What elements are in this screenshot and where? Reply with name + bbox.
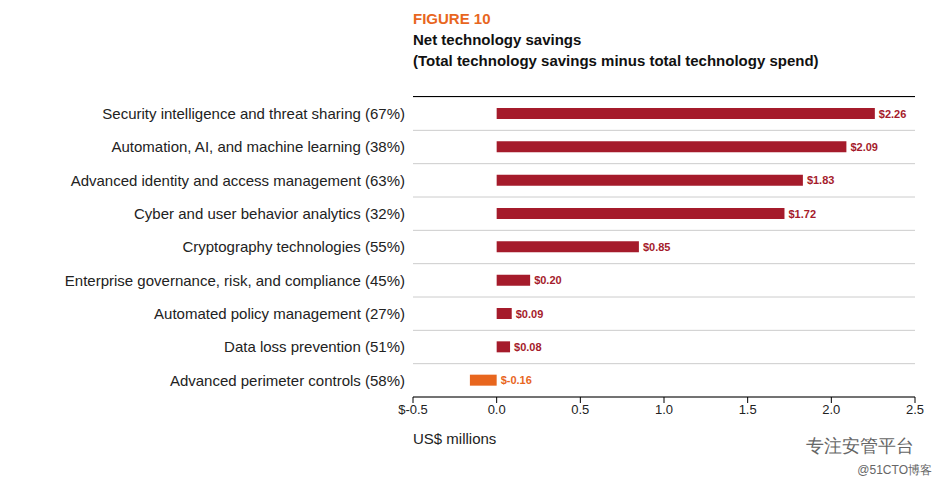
html-text:(Total technology savings minu: (Total technology savings minus total te… bbox=[413, 52, 819, 69]
svg-text:2.0: 2.0 bbox=[822, 402, 840, 417]
svg-text:1.0: 1.0 bbox=[655, 402, 673, 417]
svg-text:$0.09: $0.09 bbox=[516, 308, 544, 320]
svg-text:$-0.16: $-0.16 bbox=[501, 374, 532, 386]
html-text:专注安管平台: 专注安管平台 bbox=[806, 436, 914, 456]
svg-text:$0.08: $0.08 bbox=[514, 341, 542, 353]
svg-text:0.5: 0.5 bbox=[571, 402, 589, 417]
svg-text:Data loss prevention (51%): Data loss prevention (51%) bbox=[224, 338, 405, 355]
svg-text:$2.09: $2.09 bbox=[850, 141, 878, 153]
svg-text:$0.20: $0.20 bbox=[534, 274, 562, 286]
svg-text:2.5: 2.5 bbox=[906, 402, 924, 417]
svg-text:Security intelligence and thre: Security intelligence and threat sharing… bbox=[102, 105, 405, 122]
svg-text:$1.72: $1.72 bbox=[788, 208, 816, 220]
svg-text:$1.83: $1.83 bbox=[807, 174, 835, 186]
html-text:US$ millions: US$ millions bbox=[413, 430, 497, 447]
svg-text:$0.85: $0.85 bbox=[643, 241, 671, 253]
svg-text:Advanced identity and access m: Advanced identity and access management … bbox=[71, 172, 405, 189]
svg-text:0.0: 0.0 bbox=[488, 402, 506, 417]
svg-text:1.5: 1.5 bbox=[739, 402, 757, 417]
html-text:FIGURE 10: FIGURE 10 bbox=[413, 10, 491, 27]
svg-text:$2.26: $2.26 bbox=[879, 108, 907, 120]
svg-text:Automated policy management (2: Automated policy management (27%) bbox=[154, 305, 405, 322]
svg-text:Automation, AI, and machine le: Automation, AI, and machine learning (38… bbox=[111, 138, 405, 155]
html-text:Net technology savings: Net technology savings bbox=[413, 31, 582, 48]
svg-text:Advanced perimeter controls (5: Advanced perimeter controls (58%) bbox=[170, 372, 405, 389]
svg-text:Cyber and user behavior analyt: Cyber and user behavior analytics (32%) bbox=[134, 205, 405, 222]
html-text:@51CTO博客: @51CTO博客 bbox=[857, 463, 932, 477]
svg-text:$-0.5: $-0.5 bbox=[398, 402, 428, 417]
svg-text:Cryptography technologies (55%: Cryptography technologies (55%) bbox=[182, 238, 405, 255]
svg-text:Enterprise governance, risk, a: Enterprise governance, risk, and complia… bbox=[65, 272, 405, 289]
